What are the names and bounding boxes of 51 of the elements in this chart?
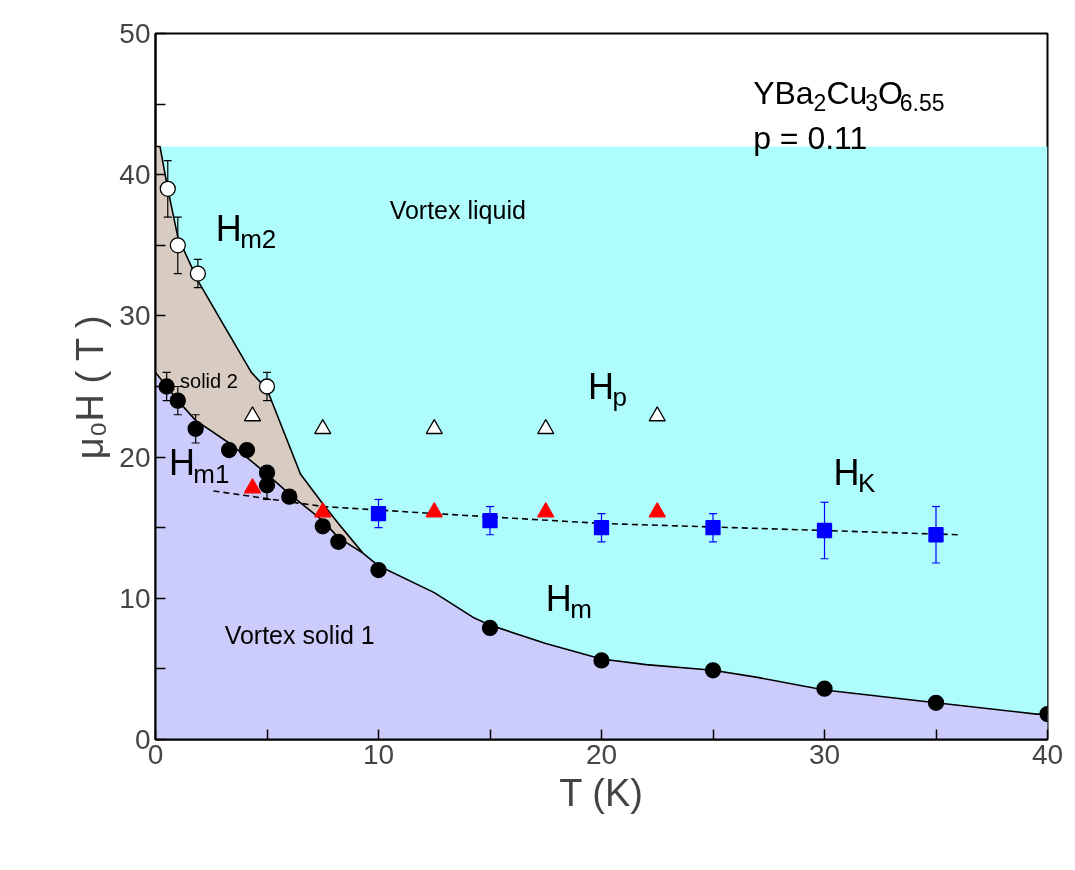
y-tick-label: 40 xyxy=(119,159,151,191)
point xyxy=(370,505,387,522)
point xyxy=(425,418,443,435)
x-axis-title: T (K) xyxy=(559,771,644,814)
y-tick-label: 10 xyxy=(119,582,151,614)
point xyxy=(159,180,176,197)
y-axis-title: μ₀H ( T ) xyxy=(69,315,112,460)
point xyxy=(648,502,666,518)
point xyxy=(243,478,262,494)
point xyxy=(330,533,347,550)
point xyxy=(705,520,721,536)
point xyxy=(537,418,555,435)
point xyxy=(189,265,207,282)
point xyxy=(314,502,332,518)
y-tick-label: 50 xyxy=(119,18,151,49)
x-tick-label: 30 xyxy=(808,738,841,770)
point xyxy=(169,392,186,409)
x-tick-label: 40 xyxy=(1031,738,1064,770)
point xyxy=(238,441,256,459)
point xyxy=(243,406,262,422)
point xyxy=(481,619,499,637)
point xyxy=(314,518,331,535)
point xyxy=(158,378,175,395)
annotation: solid 2 xyxy=(180,369,238,392)
point xyxy=(704,662,722,679)
point xyxy=(593,520,610,536)
point xyxy=(816,522,833,539)
point xyxy=(482,512,498,529)
x-tick-label: 20 xyxy=(585,738,618,770)
annotation: Vortex liquid xyxy=(389,196,526,224)
x-tick-label: 10 xyxy=(362,738,395,770)
annotation: Vortex solid 1 xyxy=(224,621,375,650)
y-tick-label: 30 xyxy=(119,300,151,332)
y-tick-label: 20 xyxy=(119,441,151,473)
point xyxy=(169,237,186,254)
point xyxy=(928,527,944,543)
point xyxy=(187,420,204,437)
point xyxy=(816,680,833,697)
annotation: p = 0.11 xyxy=(753,119,868,156)
point xyxy=(258,378,276,395)
point xyxy=(258,477,276,494)
point xyxy=(537,502,555,518)
point xyxy=(927,694,945,711)
point xyxy=(370,561,387,579)
point xyxy=(593,652,610,669)
point xyxy=(220,441,238,459)
point xyxy=(258,464,276,481)
point xyxy=(425,502,443,518)
point xyxy=(314,418,332,435)
point xyxy=(648,406,666,422)
point xyxy=(281,488,298,505)
